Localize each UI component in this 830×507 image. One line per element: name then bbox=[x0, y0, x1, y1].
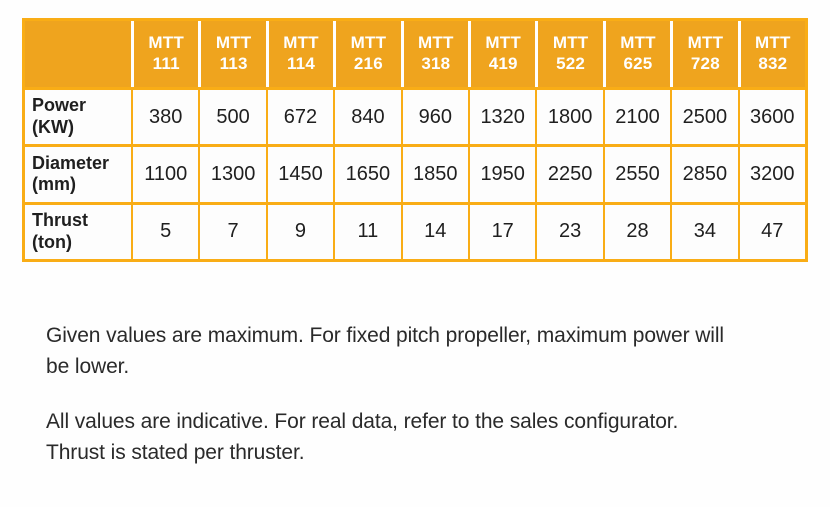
column-header-mtt-728: MTT 728 bbox=[670, 21, 738, 87]
thrust-value: 7 bbox=[198, 201, 266, 259]
note-line: Thrust is stated per thruster. bbox=[46, 441, 305, 464]
diameter-value: 1850 bbox=[400, 144, 468, 202]
model-number: 111 bbox=[152, 54, 180, 73]
column-header-mtt-113: MTT 113 bbox=[198, 21, 266, 87]
model-number: 216 bbox=[353, 54, 383, 73]
diameter-value: 2550 bbox=[602, 144, 671, 202]
diameter-value: 2850 bbox=[670, 144, 738, 202]
model-number: 114 bbox=[286, 54, 315, 73]
model-number: 318 bbox=[421, 54, 451, 73]
power-value: 1320 bbox=[468, 87, 536, 145]
model-prefix: MTT bbox=[418, 33, 454, 53]
column-header-mtt-114: MTT 114 bbox=[265, 21, 334, 87]
thrust-value: 5 bbox=[131, 201, 199, 259]
power-value: 840 bbox=[333, 87, 401, 145]
model-number: 832 bbox=[758, 54, 788, 73]
row-header-thrust: Thrust (ton) bbox=[25, 201, 131, 259]
column-header-mtt-111: MTT 111 bbox=[131, 21, 199, 87]
thrust-value: 11 bbox=[333, 201, 401, 259]
model-number: 113 bbox=[219, 54, 248, 73]
note-indicative-values: All values are indicative. For real data… bbox=[46, 406, 678, 468]
model-prefix: MTT bbox=[215, 33, 252, 53]
row-label: Power bbox=[32, 95, 87, 116]
diameter-value: 3200 bbox=[737, 144, 805, 202]
model-number: 728 bbox=[690, 54, 720, 73]
row-unit: (KW) bbox=[32, 117, 74, 138]
power-value: 2500 bbox=[670, 87, 738, 145]
row-unit: (mm) bbox=[32, 174, 76, 195]
thrust-value: 14 bbox=[400, 201, 468, 259]
thrust-value: 23 bbox=[535, 201, 603, 259]
column-header-mtt-522: MTT 522 bbox=[535, 21, 603, 87]
model-number: 522 bbox=[556, 54, 586, 73]
model-prefix: MTT bbox=[620, 33, 656, 53]
thruster-spec-table: MTT 111 MTT 113 MTT 114 MTT 216 MTT 318 … bbox=[22, 18, 808, 262]
note-line: be lower. bbox=[46, 355, 130, 378]
row-header-power: Power (KW) bbox=[25, 87, 131, 145]
diameter-value: 1950 bbox=[468, 144, 536, 202]
column-header-mtt-318: MTT 318 bbox=[400, 21, 468, 87]
model-prefix: MTT bbox=[552, 33, 589, 53]
diameter-value: 1100 bbox=[131, 144, 199, 202]
power-value: 960 bbox=[400, 87, 468, 145]
note-line: Given values are maximum. For fixed pitc… bbox=[46, 324, 724, 347]
model-prefix: MTT bbox=[485, 33, 521, 53]
thrust-value: 9 bbox=[265, 201, 334, 259]
model-prefix: MTT bbox=[687, 33, 724, 53]
diameter-value: 1450 bbox=[265, 144, 334, 202]
thrust-value: 17 bbox=[468, 201, 536, 259]
power-value: 3600 bbox=[737, 87, 805, 145]
model-prefix: MTT bbox=[350, 33, 387, 53]
power-value: 380 bbox=[131, 87, 199, 145]
column-header-mtt-419: MTT 419 bbox=[468, 21, 536, 87]
model-number: 419 bbox=[488, 54, 518, 73]
column-header-mtt-625: MTT 625 bbox=[602, 21, 671, 87]
column-header-mtt-832: MTT 832 bbox=[737, 21, 805, 87]
row-unit: (ton) bbox=[32, 231, 72, 252]
note-line: All values are indicative. For real data… bbox=[46, 410, 679, 433]
power-value: 1800 bbox=[535, 87, 603, 145]
row-label: Diameter bbox=[32, 152, 110, 173]
model-number: 625 bbox=[623, 54, 653, 73]
model-prefix: MTT bbox=[148, 33, 184, 53]
note-maximum-values: Given values are maximum. For fixed pitc… bbox=[46, 320, 724, 382]
power-value: 672 bbox=[265, 87, 334, 145]
row-header-diameter: Diameter (mm) bbox=[25, 144, 131, 202]
model-prefix: MTT bbox=[283, 33, 319, 53]
model-prefix: MTT bbox=[755, 33, 791, 53]
column-header-mtt-216: MTT 216 bbox=[333, 21, 401, 87]
power-value: 500 bbox=[198, 87, 266, 145]
thrust-value: 28 bbox=[602, 201, 671, 259]
diameter-value: 1650 bbox=[333, 144, 401, 202]
table-corner-cell bbox=[25, 21, 131, 87]
thrust-value: 34 bbox=[670, 201, 738, 259]
thrust-value: 47 bbox=[737, 201, 805, 259]
diameter-value: 2250 bbox=[535, 144, 603, 202]
power-value: 2100 bbox=[602, 87, 671, 145]
diameter-value: 1300 bbox=[198, 144, 266, 202]
row-label: Thrust bbox=[32, 209, 88, 230]
